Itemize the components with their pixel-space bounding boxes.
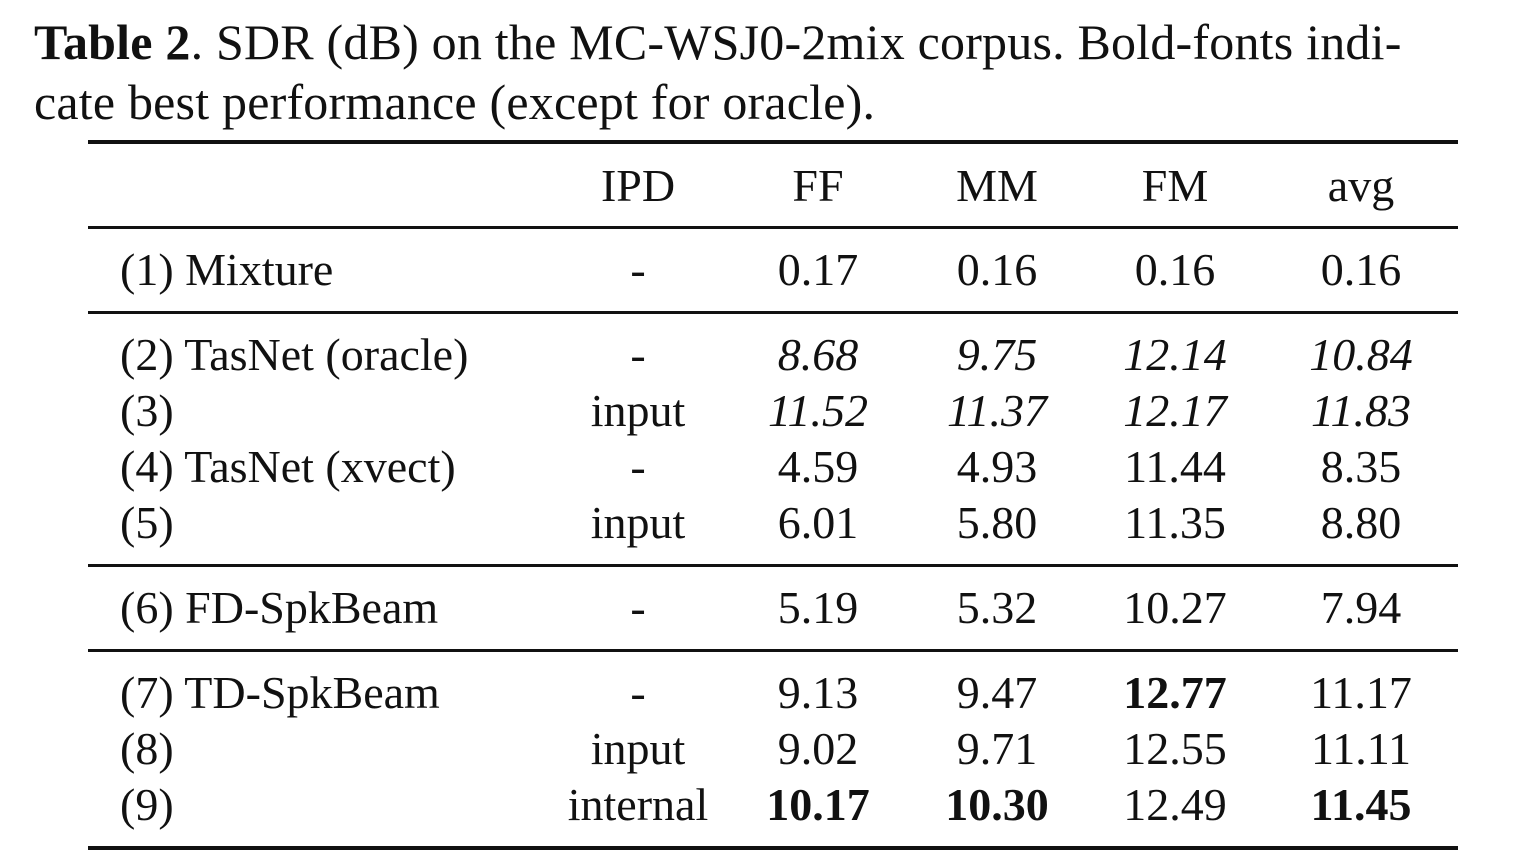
table-caption: Table 2. SDR (dB) on the MC-WSJ0-2mix co… [34, 12, 1524, 132]
row-mm: 0.16 [956, 244, 1038, 295]
row-ipd: input [590, 723, 686, 774]
row-avg: 8.80 [1320, 497, 1402, 548]
header-ff: FF [792, 159, 844, 211]
table-row: (6) FD-SpkBeam - 5.19 5.32 10.27 7.94 [88, 565, 1458, 651]
row-name: (3) [120, 385, 174, 436]
row-ff: 11.52 [767, 385, 869, 436]
header-ipd: IPD [600, 159, 676, 211]
row-ipd: input [590, 497, 686, 548]
row-name: (7) TD-SpkBeam [120, 667, 440, 718]
row-name: (4) TasNet (xvect) [120, 441, 456, 492]
row-ff: 4.59 [777, 441, 859, 492]
row-ipd: - [630, 441, 646, 492]
row-mm: 5.32 [956, 582, 1038, 633]
row-mm: 9.75 [956, 329, 1038, 380]
table-row: (3) input 11.52 11.37 12.17 11.83 [88, 383, 1458, 439]
results-table-container: IPD FF MM FM avg (1) Mixture - 0.17 0.16… [88, 140, 1458, 850]
table-row: (7) TD-SpkBeam - 9.13 9.47 12.77 11.17 [88, 665, 1458, 721]
row-ipd: - [630, 667, 646, 718]
row-ipd: - [630, 582, 646, 633]
row-fm: 11.35 [1124, 497, 1226, 548]
row-avg: 8.35 [1320, 441, 1402, 492]
caption-line-2: cate best performance (except for oracle… [34, 74, 876, 130]
row-ipd: - [630, 244, 646, 295]
row-fm: 12.77 [1123, 667, 1227, 718]
row-fm: 12.17 [1123, 385, 1227, 436]
header-mm: MM [956, 159, 1038, 211]
row-mm: 11.37 [946, 385, 1048, 436]
row-fm: 11.44 [1124, 441, 1226, 492]
table-row: (8) input 9.02 9.71 12.55 11.11 [88, 721, 1458, 777]
row-ff: 0.17 [777, 244, 859, 295]
row-avg: 11.11 [1310, 723, 1412, 774]
table-row: (4) TasNet (xvect) - 4.59 4.93 11.44 8.3… [88, 439, 1458, 495]
row-ff: 5.19 [777, 582, 859, 633]
row-mm: 9.71 [956, 723, 1038, 774]
row-fm: 0.16 [1134, 244, 1216, 295]
header-avg: avg [1327, 159, 1395, 211]
row-ipd: - [630, 329, 646, 380]
caption-label: Table 2 [34, 14, 191, 70]
row-name: (5) [120, 497, 174, 548]
row-avg: 7.94 [1320, 582, 1402, 633]
row-avg: 10.84 [1309, 329, 1413, 380]
row-avg: 11.45 [1310, 779, 1412, 830]
row-avg: 11.17 [1310, 667, 1412, 718]
row-ff: 10.17 [766, 779, 870, 830]
caption-line-1: Table 2. SDR (dB) on the MC-WSJ0-2mix co… [34, 12, 1524, 72]
row-ipd: input [590, 385, 686, 436]
row-mm: 4.93 [956, 441, 1038, 492]
row-avg: 0.16 [1320, 244, 1402, 295]
header-row: IPD FF MM FM avg [88, 142, 1458, 228]
row-fm: 12.49 [1123, 779, 1227, 830]
table-row: (1) Mixture - 0.17 0.16 0.16 0.16 [88, 227, 1458, 313]
table-row: (2) TasNet (oracle) - 8.68 9.75 12.14 10… [88, 327, 1458, 383]
row-name: (2) TasNet (oracle) [120, 329, 469, 380]
header-fm: FM [1141, 159, 1209, 211]
row-name: (6) FD-SpkBeam [120, 582, 439, 633]
row-ff: 9.13 [777, 667, 859, 718]
table-row: (5) input 6.01 5.80 11.35 8.80 [88, 495, 1458, 551]
row-name: (8) [120, 723, 174, 774]
row-avg: 11.83 [1310, 385, 1412, 436]
row-mm: 10.30 [945, 779, 1049, 830]
table-row: (9) internal 10.17 10.30 12.49 11.45 [88, 777, 1458, 833]
row-ipd: internal [567, 779, 709, 830]
sdr-results-table: IPD FF MM FM avg (1) Mixture - 0.17 0.16… [88, 140, 1458, 850]
row-name: (1) Mixture [120, 244, 334, 295]
row-mm: 9.47 [956, 667, 1038, 718]
row-fm: 12.55 [1123, 723, 1227, 774]
row-fm: 12.14 [1123, 329, 1227, 380]
row-name: (9) [120, 779, 174, 830]
row-ff: 9.02 [777, 723, 859, 774]
row-mm: 5.80 [956, 497, 1038, 548]
row-ff: 8.68 [777, 329, 859, 380]
caption-text-1: . SDR (dB) on the MC-WSJ0-2mix corpus. B… [190, 14, 1402, 70]
row-ff: 6.01 [777, 497, 859, 548]
header-system [88, 142, 548, 228]
row-fm: 10.27 [1123, 582, 1227, 633]
